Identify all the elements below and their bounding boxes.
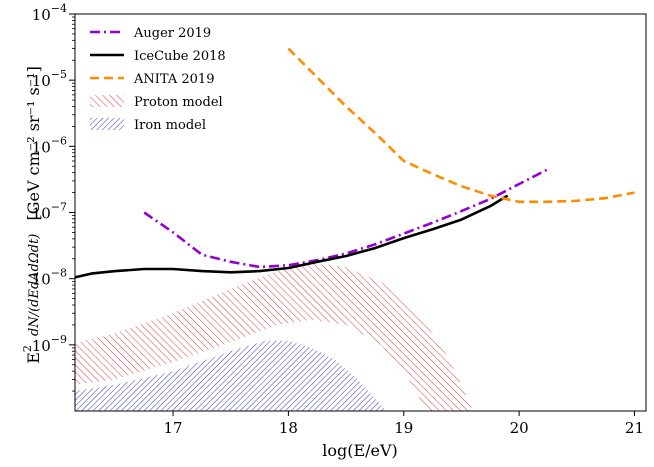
- y-tick-label: 10−5: [32, 68, 67, 90]
- legend-swatch-proton-model: [90, 95, 124, 107]
- y-label-prefix: E: [24, 352, 43, 364]
- band-proton-model: [75, 263, 473, 411]
- legend: Auger 2019 IceCube 2018 ANITA 2019 Proton m…: [90, 26, 226, 133]
- y-tick-label: 10−9: [32, 333, 67, 355]
- y-tick-label: 10−7: [32, 201, 67, 223]
- y-axis-ticks: 10−9 10−8 10−7 10−6 10−5 10−4: [32, 2, 75, 392]
- x-axis-label: log(E/eV): [322, 441, 398, 460]
- legend-label-anita-2019: ANITA 2019: [133, 72, 214, 87]
- legend-label-iron-model: Iron model: [134, 118, 206, 133]
- y-label-fraction: dN/(dEdAdΩdt): [27, 234, 42, 336]
- series-line-icecube-2018: [75, 194, 509, 279]
- y-tick-label: 10−8: [32, 267, 67, 289]
- series-line-auger-2019: [143, 168, 549, 269]
- x-tick-label: 17: [164, 419, 183, 437]
- x-tick-label: 21: [625, 419, 644, 437]
- legend-swatch-iron-model: [90, 118, 124, 130]
- x-tick-label: 19: [394, 419, 413, 437]
- y-label-prefix-sup: 2: [21, 345, 34, 352]
- model-bands: [75, 263, 473, 411]
- legend-label-icecube-2018: IceCube 2018: [134, 49, 226, 64]
- x-tick-label: 20: [510, 419, 529, 437]
- series-line-anita-2019: [287, 47, 635, 204]
- x-axis-ticks: 17 18 19 20 21: [164, 411, 644, 437]
- y-tick-label: 10−6: [32, 134, 67, 156]
- series-lines: [75, 47, 635, 279]
- x-tick-label: 18: [279, 419, 298, 437]
- y-label-units: [GeV cm⁻² sr⁻¹ s⁻¹]: [24, 66, 43, 220]
- band-iron-model: [75, 340, 387, 411]
- legend-label-auger-2019: Auger 2019: [133, 26, 211, 41]
- svg-text:E2 dN/(dEdAdΩdt) [GeV cm⁻² sr⁻: E2 dN/(dEdAdΩdt) [GeV cm⁻² sr⁻¹ s⁻¹]: [21, 66, 43, 364]
- legend-label-proton-model: Proton model: [134, 95, 223, 110]
- y-axis-label: E2 dN/(dEdAdΩdt) [GeV cm⁻² sr⁻¹ s⁻¹]: [21, 66, 43, 364]
- y-tick-label: 10−4: [32, 2, 67, 24]
